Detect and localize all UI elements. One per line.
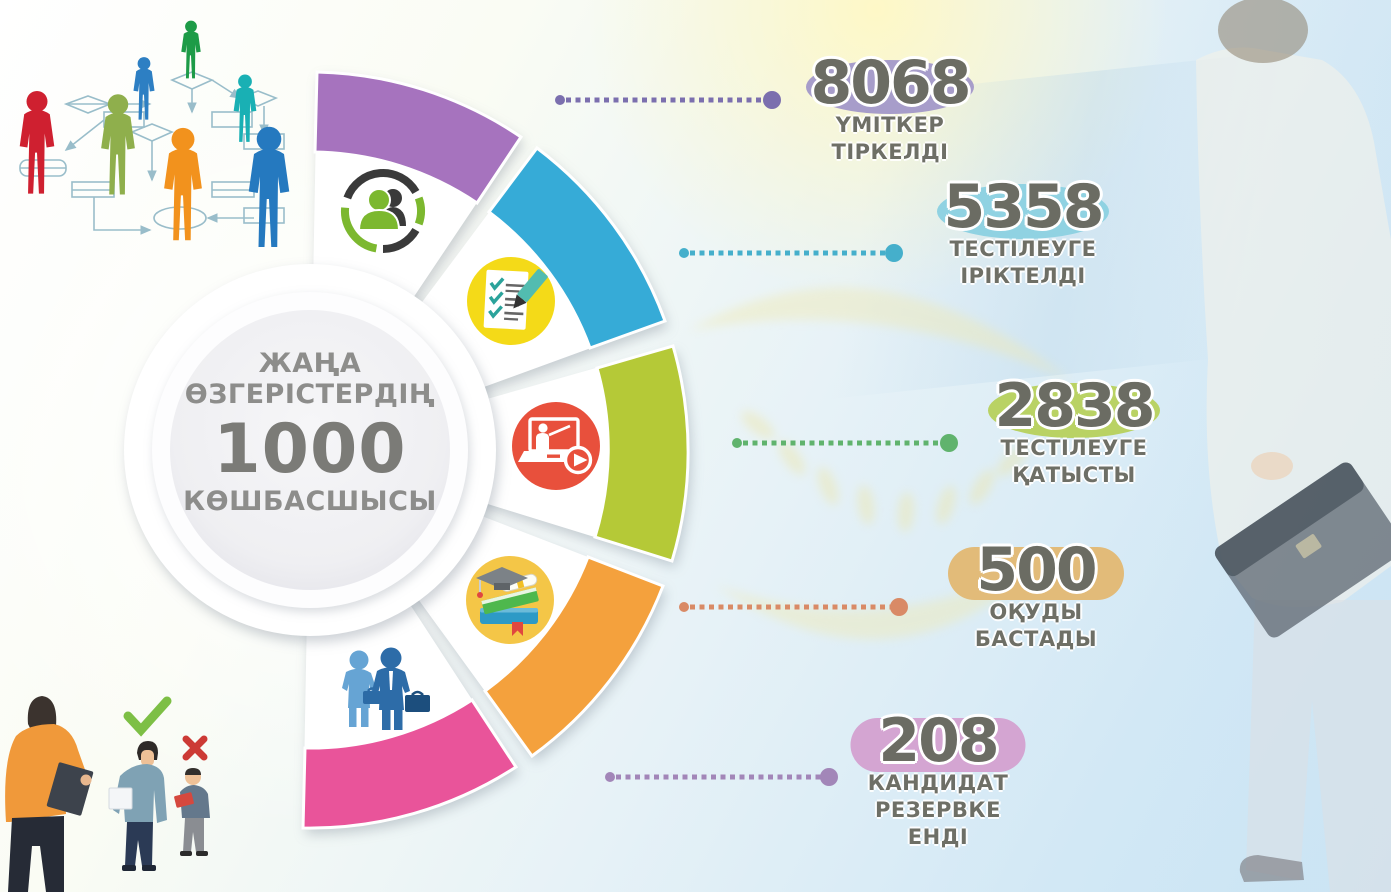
stat-took-test: 2838 ТЕСТІЛЕУГЕ ҚАТЫСТЫ <box>954 371 1194 489</box>
rejected-candidate-figure <box>174 768 210 856</box>
stat-registered: 8068 ҮМІТКЕР ТІРКЕЛДІ <box>770 48 1010 166</box>
connector-2 <box>679 244 903 262</box>
stat-bubble <box>937 184 1109 239</box>
online-training-icon <box>512 402 600 490</box>
connector-1 <box>555 91 781 109</box>
stat-label-line: ТІРКЕЛДІ <box>831 140 949 164</box>
connector-4 <box>679 598 908 616</box>
stat-label-line: ІРІКТЕЛДІ <box>960 264 1086 288</box>
stat-label-line: ҮМІТКЕР <box>835 113 945 137</box>
center-title: ЖАҢА ӨЗГЕРІСТЕРДІҢ 1000 КӨШБАСШЫСЫ <box>168 348 452 548</box>
stat-value: 8068 <box>810 48 972 118</box>
briefcase <box>1214 462 1391 638</box>
stat-started-training: 500 ОҚУДЫ БАСТАДЫ <box>916 535 1156 653</box>
stat-bubble <box>806 60 974 114</box>
connector-lines <box>555 91 958 786</box>
stat-label-line: КАНДИДАТ <box>867 771 1009 795</box>
stat-selected-for-testing: 5358 ТЕСТІЛЕУГЕ ІРІКТЕЛДІ <box>903 172 1143 290</box>
stat-label-line: РЕЗЕРВКЕ <box>875 798 1001 822</box>
approved-candidate-figure <box>108 741 167 871</box>
segment-reserve <box>301 586 519 830</box>
connector-5 <box>605 768 838 786</box>
center-title-line1: ЖАҢА <box>258 348 362 379</box>
stat-entered-reserve: 208 КАНДИДАТ РЕЗЕРВКЕ ЕНДІ <box>818 706 1058 851</box>
segment-recruitment <box>313 70 524 316</box>
stat-value: 500 <box>976 535 1097 605</box>
cross-icon <box>182 735 208 761</box>
stat-label-line: ҚАТЫСТЫ <box>1012 463 1136 487</box>
stat-label-line: ЕНДІ <box>907 825 969 849</box>
businessman-illustration <box>1196 0 1391 892</box>
center-value: 1000 <box>213 410 407 489</box>
flowchart-people-illustration <box>19 20 290 247</box>
stat-bubble <box>988 383 1160 438</box>
businessman-hand <box>1251 452 1293 480</box>
flag-ornament-background <box>690 287 1070 640</box>
segment-online-training <box>465 344 690 563</box>
user-network-icon <box>341 169 425 253</box>
stat-label-line: ТЕСТІЛЕУГЕ <box>1000 436 1148 460</box>
stat-value: 2838 <box>994 371 1156 441</box>
stat-label-line: ТЕСТІЛЕУГЕ <box>949 237 1097 261</box>
center-title-line3: КӨШБАСШЫСЫ <box>183 486 437 517</box>
books-graduation-icon <box>466 556 554 644</box>
checklist-icon <box>467 257 555 345</box>
businessmen-icon <box>342 647 430 730</box>
stat-bubble <box>948 547 1124 600</box>
stat-value: 208 <box>878 706 999 776</box>
stat-label-line: ОҚУДЫ <box>989 600 1083 624</box>
segment-testing-selection <box>408 145 667 395</box>
segment-wheel <box>301 70 690 830</box>
center-title-line2: ӨЗГЕРІСТЕРДІҢ <box>184 379 436 410</box>
center-dial <box>124 264 496 636</box>
connector-3 <box>732 434 958 452</box>
stat-bubble <box>850 718 1026 772</box>
check-icon <box>123 696 172 737</box>
segment-education <box>405 508 665 759</box>
stat-value: 5358 <box>943 172 1105 242</box>
candidate-selection-illustration <box>5 696 210 892</box>
stat-label-line: БАСТАДЫ <box>974 627 1098 651</box>
recruiter-figure <box>5 696 94 892</box>
